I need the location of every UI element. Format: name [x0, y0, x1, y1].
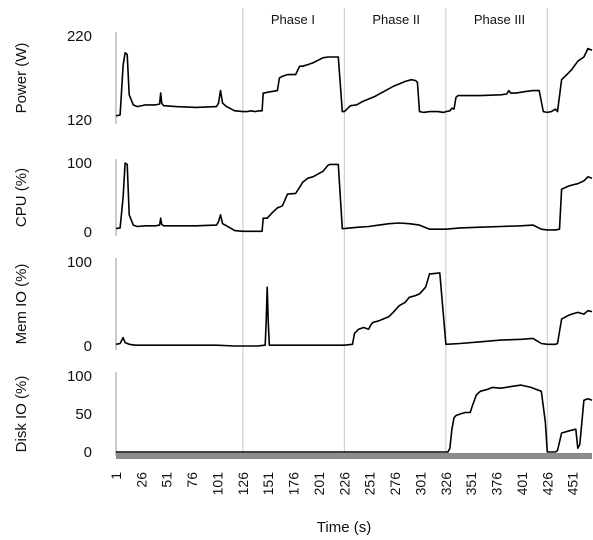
panel-2: 0 100 Mem IO (%) [13, 254, 593, 355]
x-tick-label-8: 201 [311, 472, 327, 496]
x-axis-title: Time (s) [317, 519, 371, 536]
x-tick-label-17: 426 [539, 472, 555, 496]
y-tick-label-3-0: 0 [84, 444, 92, 461]
panel-0: 120 220 Power (W) [13, 28, 593, 129]
x-tick-label-11: 276 [387, 472, 403, 496]
x-tick-label-4: 101 [210, 472, 226, 496]
x-tick-label-13: 326 [438, 472, 454, 496]
y-axis-title-0: Power (W) [13, 43, 30, 114]
x-tick-label-0: 1 [108, 472, 124, 480]
y-tick-label-2-1: 100 [67, 254, 92, 271]
x-tick-label-12: 301 [413, 472, 429, 496]
x-tick-label-9: 226 [336, 472, 352, 496]
x-tick-label-18: 451 [565, 472, 581, 496]
x-tick-label-15: 376 [489, 472, 505, 496]
x-tick-label-1: 26 [133, 472, 149, 488]
phase-label-1: Phase II [372, 12, 420, 27]
x-baseline-bar [116, 453, 592, 459]
phase-labels: Phase I Phase II Phase III [271, 12, 525, 27]
panel-3: 0 50 100 Disk IO (%) [13, 368, 593, 461]
x-tick-label-7: 176 [286, 472, 302, 496]
series-line-3 [116, 384, 593, 453]
y-tick-label-3-2: 100 [67, 368, 92, 385]
series-line-1 [115, 162, 593, 233]
y-axis-title-3: Disk IO (%) [13, 376, 30, 453]
phase-separators [242, 8, 548, 458]
phase-label-2: Phase III [474, 12, 525, 27]
y-tick-label-0-1: 220 [67, 28, 92, 45]
phase-label-0: Phase I [271, 12, 315, 27]
chart-panels: 120 220 Power (W) 0 100 CPU (%) 0 100 Mem IO (%)… [13, 28, 593, 461]
y-tick-label-1-1: 100 [67, 155, 92, 172]
y-tick-label-2-0: 0 [84, 338, 92, 355]
x-tick-label-2: 51 [159, 472, 175, 488]
y-tick-label-1-0: 0 [84, 224, 92, 241]
x-tick-label-3: 76 [184, 472, 200, 488]
disk-baseline-bar [116, 453, 592, 459]
x-tick-label-14: 351 [463, 472, 479, 496]
y-axis-title-2: Mem IO (%) [13, 264, 30, 345]
x-tick-label-16: 401 [514, 472, 530, 496]
x-tick-label-6: 151 [260, 472, 276, 496]
series-line-0 [115, 47, 593, 117]
panel-1: 0 100 CPU (%) [13, 155, 593, 241]
x-tick-label-5: 126 [235, 472, 251, 496]
x-tick-labels: 1 26 51 76 101 126 151 176 201 226 251 276 301 326 351… [108, 472, 581, 496]
y-tick-label-0-0: 120 [67, 112, 92, 129]
y-axis-title-1: CPU (%) [13, 168, 30, 227]
x-tick-label-10: 251 [362, 472, 378, 496]
series-line-2 [115, 272, 593, 347]
y-tick-label-3-1: 50 [75, 406, 92, 423]
